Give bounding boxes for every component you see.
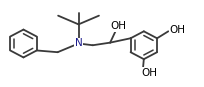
Text: OH: OH bbox=[141, 68, 157, 78]
Text: OH: OH bbox=[170, 25, 185, 35]
Text: OH: OH bbox=[110, 21, 126, 31]
Text: N: N bbox=[75, 39, 82, 48]
